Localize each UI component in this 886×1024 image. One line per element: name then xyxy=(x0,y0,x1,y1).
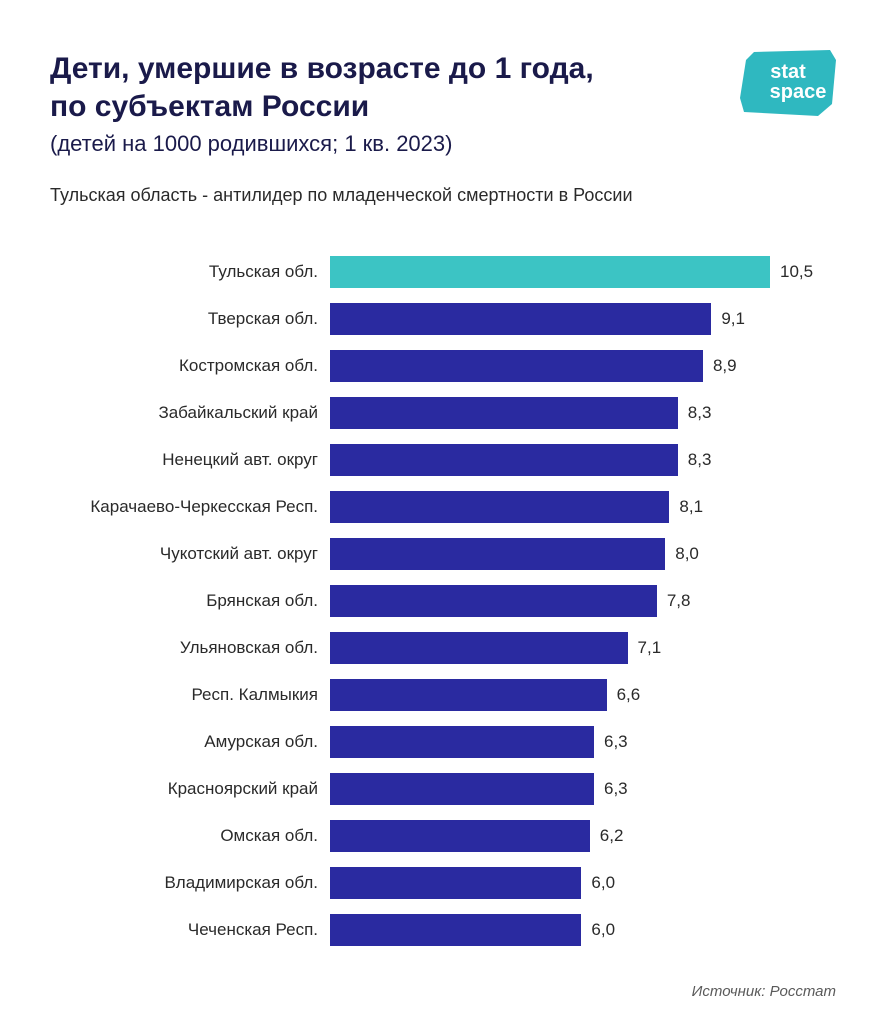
bar xyxy=(330,632,628,664)
chart-title: Дети, умершие в возрасте до 1 года, по с… xyxy=(50,50,690,125)
statspace-logo: stat space xyxy=(740,50,836,116)
bar-wrap: 6,0 xyxy=(330,861,836,904)
bar-value: 6,2 xyxy=(600,826,624,846)
bar-value: 6,0 xyxy=(591,873,615,893)
bar-wrap: 8,9 xyxy=(330,344,836,387)
bar xyxy=(330,773,594,805)
bar-row: Забайкальский край 8,3 xyxy=(50,391,836,434)
bar-wrap: 8,0 xyxy=(330,532,836,575)
logo-text-top: stat xyxy=(770,61,806,83)
bar xyxy=(330,679,607,711)
bar-wrap: 6,3 xyxy=(330,720,836,763)
bar-label: Владимирская обл. xyxy=(50,873,330,893)
bar-row: Тульская обл. 10,5 xyxy=(50,250,836,293)
chart-subtitle: (детей на 1000 родившихся; 1 кв. 2023) xyxy=(50,131,836,157)
bar-wrap: 6,2 xyxy=(330,814,836,857)
bar-row: Чукотский авт. округ 8,0 xyxy=(50,532,836,575)
bar xyxy=(330,726,594,758)
bar-label: Карачаево-Черкесская Респ. xyxy=(50,497,330,517)
title-line-1: Дети, умершие в возрасте до 1 года, xyxy=(50,52,594,85)
bar-label: Ненецкий авт. округ xyxy=(50,450,330,470)
bar-value: 6,0 xyxy=(591,920,615,940)
bar-row: Ульяновская обл. 7,1 xyxy=(50,626,836,669)
bar-value: 8,9 xyxy=(713,356,737,376)
bar-value: 8,3 xyxy=(688,450,712,470)
logo-text-bottom: space xyxy=(770,81,827,103)
bar-wrap: 6,6 xyxy=(330,673,836,716)
bar-row: Костромская обл. 8,9 xyxy=(50,344,836,387)
bar-wrap: 6,0 xyxy=(330,908,836,951)
bar-label: Костромская обл. xyxy=(50,356,330,376)
bar-label: Брянская обл. xyxy=(50,591,330,611)
bar xyxy=(330,350,703,382)
bar xyxy=(330,914,581,946)
bar-label: Чеченская Респ. xyxy=(50,920,330,940)
bar-value: 6,3 xyxy=(604,732,628,752)
bar-label: Ульяновская обл. xyxy=(50,638,330,658)
bar-value: 6,3 xyxy=(604,779,628,799)
bar-value: 9,1 xyxy=(721,309,745,329)
bar xyxy=(330,444,678,476)
bar-row: Брянская обл. 7,8 xyxy=(50,579,836,622)
bar-wrap: 8,1 xyxy=(330,485,836,528)
bar-value: 7,8 xyxy=(667,591,691,611)
chart-note: Тульская область - антилидер по младенче… xyxy=(50,185,836,206)
bar xyxy=(330,256,770,288)
bar-row: Ненецкий авт. округ 8,3 xyxy=(50,438,836,481)
bar-wrap: 8,3 xyxy=(330,438,836,481)
bar-row: Тверская обл. 9,1 xyxy=(50,297,836,340)
bar-value: 10,5 xyxy=(780,262,813,282)
bar-row: Респ. Калмыкия 6,6 xyxy=(50,673,836,716)
bar xyxy=(330,538,665,570)
bar xyxy=(330,867,581,899)
bar-chart: Тульская обл. 10,5 Тверская обл. 9,1 Костром… xyxy=(50,250,836,951)
bar-row: Чеченская Респ. 6,0 xyxy=(50,908,836,951)
bar-label: Тульская обл. xyxy=(50,262,330,282)
bar-label: Амурская обл. xyxy=(50,732,330,752)
header: Дети, умершие в возрасте до 1 года, по с… xyxy=(50,50,836,157)
bar xyxy=(330,397,678,429)
bar-value: 8,1 xyxy=(679,497,703,517)
title-line-2: по субъектам России xyxy=(50,90,369,123)
bar-label: Омская обл. xyxy=(50,826,330,846)
bar-label: Тверская обл. xyxy=(50,309,330,329)
bar xyxy=(330,585,657,617)
bar-row: Красноярский край 6,3 xyxy=(50,767,836,810)
bar-wrap: 7,1 xyxy=(330,626,836,669)
bar-label: Забайкальский край xyxy=(50,403,330,423)
bar xyxy=(330,303,711,335)
bar xyxy=(330,820,590,852)
bar-wrap: 6,3 xyxy=(330,767,836,810)
bar-label: Чукотский авт. округ xyxy=(50,544,330,564)
bar xyxy=(330,491,669,523)
bar-row: Амурская обл. 6,3 xyxy=(50,720,836,763)
bar-value: 8,3 xyxy=(688,403,712,423)
bar-wrap: 7,8 xyxy=(330,579,836,622)
bar-value: 6,6 xyxy=(617,685,641,705)
bar-label: Красноярский край xyxy=(50,779,330,799)
bar-value: 7,1 xyxy=(638,638,662,658)
bar-row: Карачаево-Черкесская Респ. 8,1 xyxy=(50,485,836,528)
data-source: Источник: Росстат xyxy=(692,983,836,1000)
bar-label: Респ. Калмыкия xyxy=(50,685,330,705)
bar-wrap: 9,1 xyxy=(330,297,836,340)
bar-wrap: 10,5 xyxy=(330,250,836,293)
bar-row: Омская обл. 6,2 xyxy=(50,814,836,857)
bar-row: Владимирская обл. 6,0 xyxy=(50,861,836,904)
bar-value: 8,0 xyxy=(675,544,699,564)
bar-wrap: 8,3 xyxy=(330,391,836,434)
